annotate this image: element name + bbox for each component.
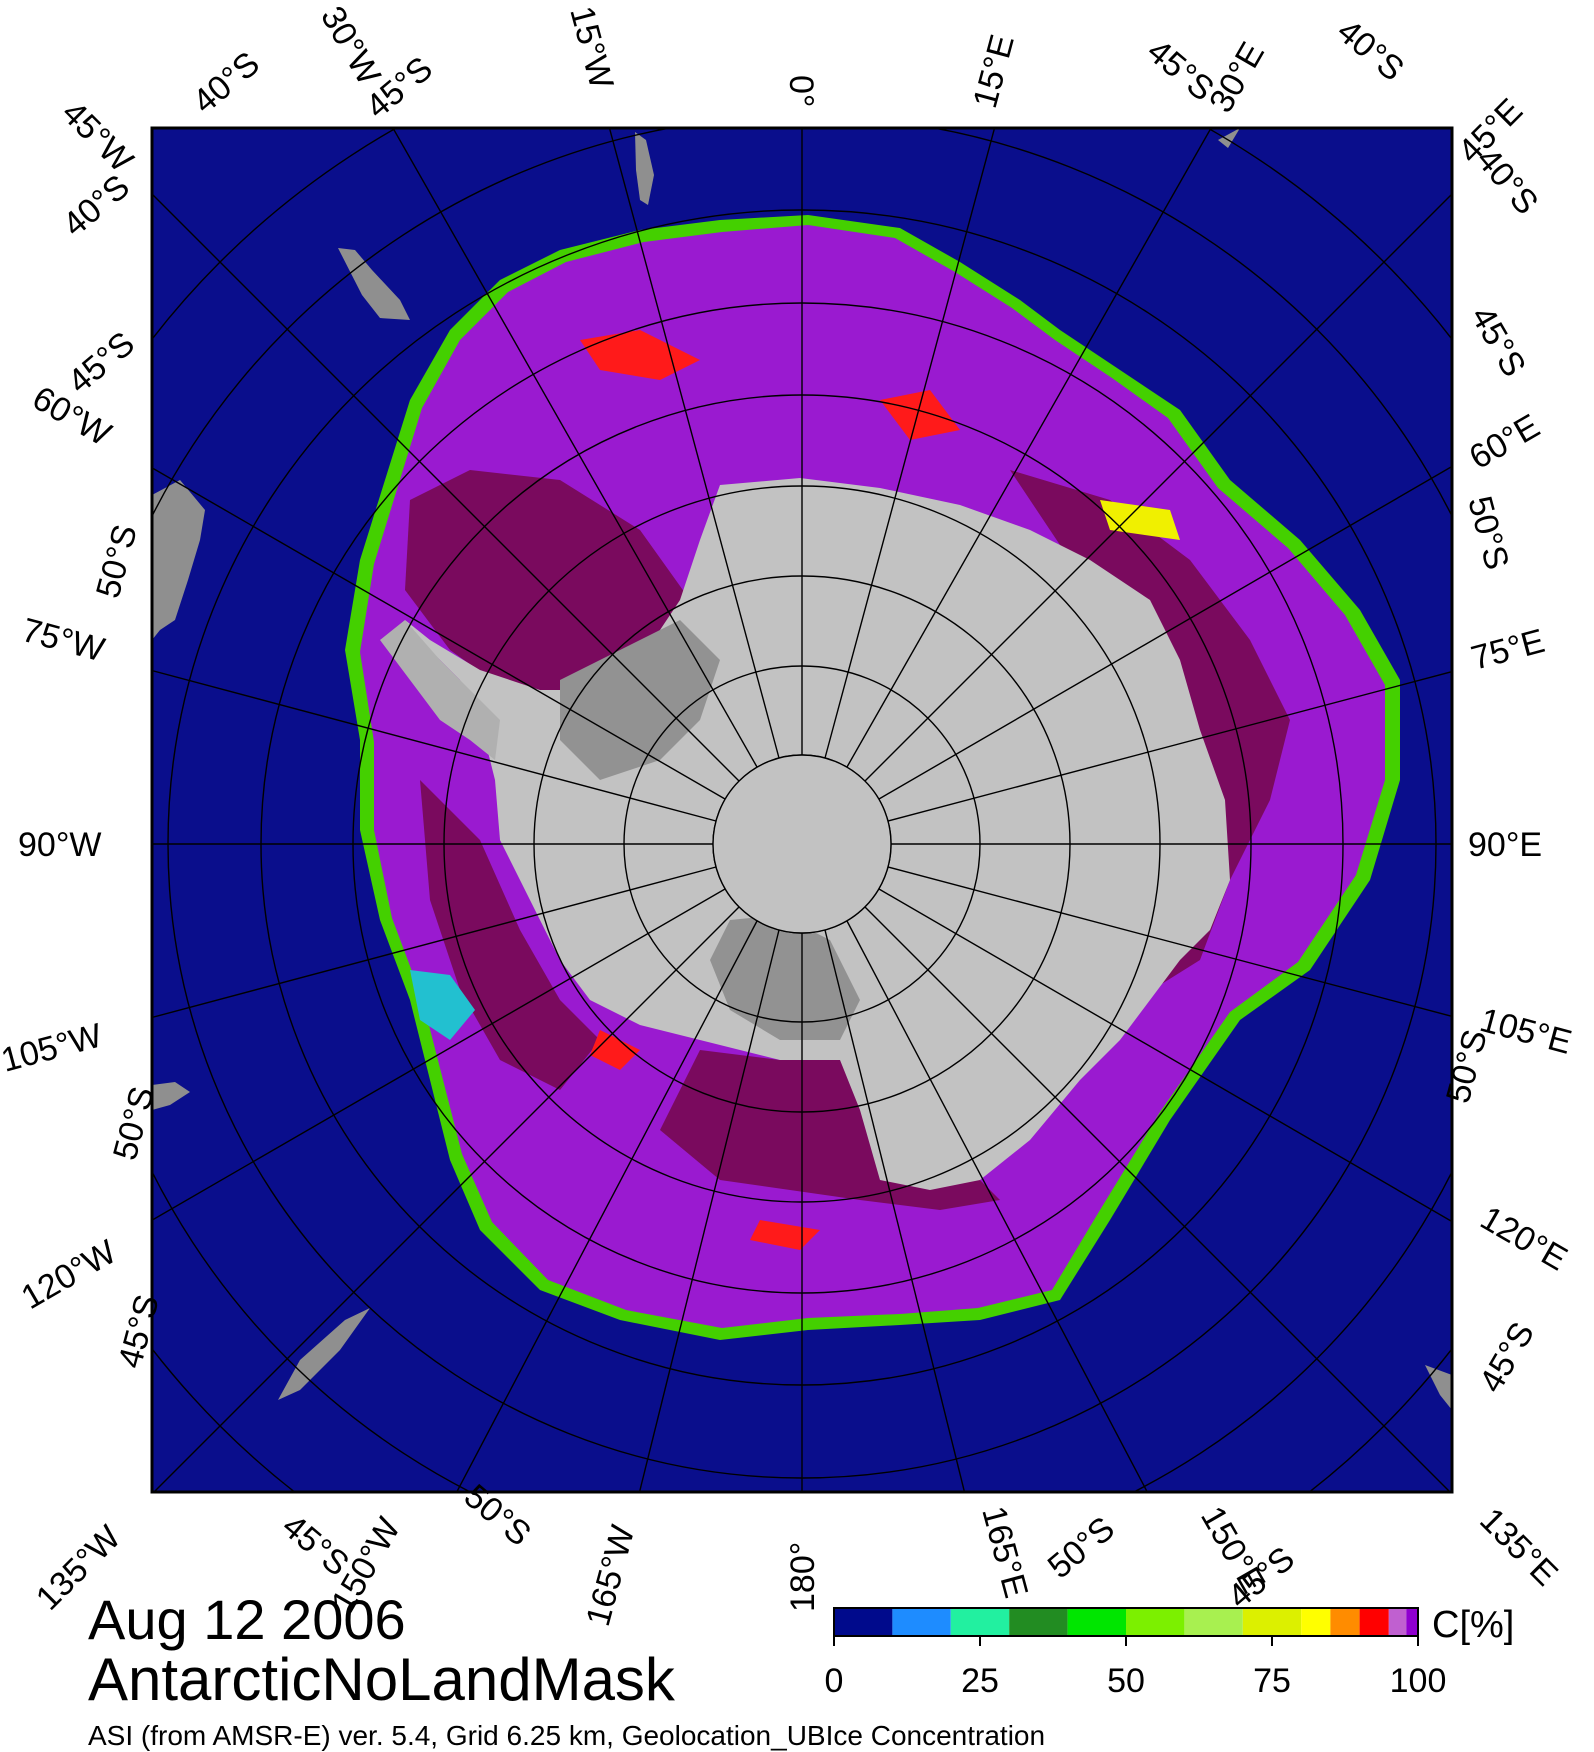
product-name: AntarcticNoLandMask [88, 1646, 675, 1713]
tasmania-land [1425, 1365, 1452, 1410]
colorbar-swatch [1330, 1608, 1360, 1636]
ross-ice-shelf [710, 915, 860, 1040]
colorbar-swatch [834, 1608, 893, 1636]
amundsen-sea-ice [420, 780, 600, 1090]
label-40s-top-right: 40°S [1330, 12, 1411, 89]
label-180: 180° [784, 1542, 822, 1612]
antarctic-peninsula [380, 620, 500, 760]
label-120w: 120°W [15, 1233, 123, 1317]
colorbar-swatch [1126, 1608, 1185, 1636]
label-120e: 120°E [1474, 1199, 1574, 1278]
label-45s-left-upper: 45°S [61, 324, 142, 401]
falkland-land [338, 248, 410, 320]
colorbar-swatch [1359, 1608, 1389, 1636]
south-america-land [152, 480, 205, 640]
colorbar-tick-label: 100 [1389, 1662, 1447, 1700]
colorbar-ticks [833, 1636, 1419, 1646]
ice-melt-streak-3 [1100, 500, 1180, 540]
colorbar-swatch [1406, 1608, 1418, 1636]
new-zealand-land [278, 1308, 370, 1400]
colorbar-tick-label: 0 [824, 1662, 844, 1700]
data-credit: ASI (from AMSR-E) ver. 5.4, Grid 6.25 km… [88, 1720, 1046, 1751]
label-105w: 105°W [0, 1017, 106, 1080]
colorbar-swatch [1067, 1608, 1126, 1636]
label-135e: 135°E [1472, 1501, 1565, 1594]
label-15w: 15°W [562, 2, 620, 93]
label-165w: 165°W [579, 1521, 642, 1630]
label-30w: 30°W [313, 0, 388, 91]
left-labels: 40°S 45°S 60°W 50°S 75°W 90°W 105°W 50°S… [0, 167, 167, 1372]
colorbar-swatch [1009, 1608, 1068, 1636]
label-165e: 165°E [974, 1502, 1035, 1602]
label-90e: 90°E [1468, 826, 1542, 864]
ice-melt-streak-1 [580, 330, 700, 380]
colorbar-swatch [1184, 1608, 1243, 1636]
amundsen-polynya [410, 970, 475, 1040]
colorbar-swatch [950, 1608, 1010, 1636]
colorbar [834, 1608, 1418, 1636]
colorbar-tick-label: 50 [1107, 1662, 1145, 1700]
colorbar-swatch [892, 1608, 951, 1636]
pole-cap [712, 754, 892, 934]
colorbar-tick-label: 25 [961, 1662, 999, 1700]
label-60e: 60°E [1463, 407, 1546, 477]
label-75w: 75°W [18, 611, 109, 669]
label-45s-right-upper: 45°S [1463, 300, 1533, 383]
label-40s-left: 40°S [56, 167, 137, 244]
map-frame [150, 126, 1454, 1494]
colorbar-swatch [1388, 1608, 1407, 1636]
colorbar-swatch [1301, 1608, 1331, 1636]
label-50s-bottom-right: 50°S [1041, 1509, 1122, 1586]
label-15e: 15°E [966, 31, 1022, 112]
south-georgia-land [635, 132, 654, 205]
tierra-del-fuego-land [152, 1082, 190, 1110]
map-date: Aug 12 2006 [88, 1588, 406, 1651]
label-45w: 45°W [54, 94, 140, 180]
ronne-ice-shelf [560, 620, 720, 780]
africa-tip-land [1218, 128, 1240, 148]
label-75e: 75°E [1467, 622, 1548, 678]
ice-melt-streak-4 [590, 1030, 640, 1070]
colorbar-unit: C[%] [1432, 1604, 1515, 1646]
label-40s-top-left: 40°S [186, 44, 267, 121]
label-105e: 105°E [1476, 1001, 1576, 1062]
label-50s-right-upper: 50°S [1460, 492, 1516, 573]
right-labels: 40°S 45°S 60°E 50°S 75°E 90°E 105°E 50°S… [1439, 141, 1576, 1399]
label-0: 0° [782, 75, 820, 108]
colorbar-swatch [1242, 1608, 1302, 1636]
label-50s-left-upper: 50°S [89, 521, 145, 602]
colorbar-tick-label: 75 [1253, 1662, 1291, 1700]
label-45s-right-lower: 45°S [1472, 1316, 1542, 1399]
label-90w: 90°W [18, 826, 102, 864]
ice-melt-streak-2 [880, 390, 960, 440]
label-60w: 60°W [26, 379, 117, 454]
